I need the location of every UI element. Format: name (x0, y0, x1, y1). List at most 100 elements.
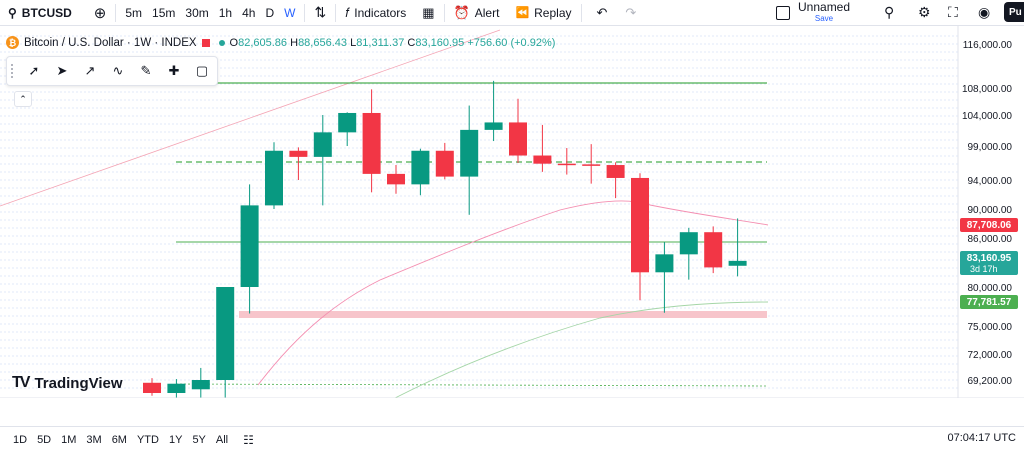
interval-d[interactable]: D (260, 0, 279, 25)
camera-icon: ◉ (978, 4, 991, 20)
candle-body (509, 122, 527, 156)
templates-button[interactable]: ▦ (417, 0, 439, 25)
price-tick-label: 104,000.00 (962, 111, 1012, 122)
redo-icon: ↷ (625, 4, 637, 20)
symbol-search-button[interactable]: ⚲ BTCUSD (0, 0, 77, 25)
high-label: H (290, 36, 299, 49)
interval-1h[interactable]: 1h (214, 0, 237, 25)
screenshot-button[interactable]: ◉ (978, 0, 990, 25)
interval-30m[interactable]: 30m (180, 0, 213, 25)
drag-handle[interactable] (11, 64, 17, 78)
cursor-tool[interactable]: ➤ (51, 60, 73, 82)
pencil-tool[interactable]: ✎ (135, 60, 157, 82)
divider (335, 3, 337, 22)
fullscreen-button[interactable]: ⛶ (948, 0, 958, 25)
market-flag-icon (201, 38, 210, 47)
range-1y[interactable]: 1Y (168, 434, 183, 446)
candle-body (606, 165, 625, 178)
undo-button[interactable]: ↶ (592, 0, 613, 25)
candle-body (533, 155, 552, 164)
candle-body (216, 287, 235, 380)
candle-body (240, 205, 259, 287)
price-tick-label: 108,000.00 (962, 84, 1012, 95)
close-value: 83,160.95 (415, 36, 465, 49)
candle-body (411, 150, 430, 185)
quick-search-button[interactable]: ⚲ (884, 0, 894, 25)
demand-zone (239, 311, 767, 318)
interval-label: W (284, 5, 296, 20)
publish-button[interactable]: Pu (1004, 2, 1024, 22)
candle-body (435, 150, 454, 177)
indicators-label: Indicators (354, 5, 407, 20)
price-tick-label: 80,000.00 (968, 283, 1013, 294)
change-value: +756.60 (+0.92%) (467, 36, 556, 49)
price-tag-value: 87,708.06 (967, 220, 1012, 231)
brush-icon: ✚ (168, 63, 180, 78)
chart-type-button[interactable]: ⇅ (309, 0, 331, 25)
indicators-button[interactable]: 𝑓 Indicators (340, 0, 411, 25)
interval-label: 4h (242, 5, 256, 20)
search-icon: ⚲ (8, 5, 17, 20)
price-chart[interactable]: 116,000.00 108,000.00 104,000.00 99,000.00 9… (0, 26, 1024, 398)
price-tick-label: 116,000.00 (963, 40, 1013, 51)
interval-w[interactable]: W (279, 0, 300, 25)
ohlc-values: O82,605.86 H88,656.43 L81,311.37 C83,160… (230, 37, 556, 49)
range-all[interactable]: All (215, 434, 229, 446)
price-tag (960, 218, 1018, 232)
interval-15m[interactable]: 15m (147, 0, 180, 25)
rectangle-icon: ▢ (195, 63, 209, 78)
candle-body (191, 380, 210, 390)
price-tag (960, 251, 1018, 275)
settings-button[interactable]: ⚙ (918, 0, 931, 25)
candle-body (313, 132, 332, 157)
candles-icon: ⇅ (314, 4, 327, 20)
watermark-text: TradingView (34, 374, 123, 392)
trend-line-tool[interactable]: ➚ (23, 60, 45, 82)
open-value: 82,605.86 (238, 36, 288, 49)
range-6m[interactable]: 6M (111, 434, 127, 446)
layout-save-button[interactable]: Unnamed Save (776, 0, 850, 25)
interval-4h[interactable]: 4h (237, 0, 260, 25)
price-tag-value: 77,781.57 (967, 297, 1012, 308)
range-5d[interactable]: 5D (37, 434, 52, 446)
range-1m[interactable]: 1M (61, 434, 77, 446)
indicators-icon: 𝑓 (345, 4, 350, 20)
replay-button[interactable]: ⏪ Replay (510, 0, 576, 25)
redo-button[interactable]: ↷ (620, 0, 641, 25)
alert-label: Alert (474, 5, 500, 20)
countdown-label: 3d 17h (970, 264, 998, 274)
low-label: L (350, 36, 357, 49)
range-3m[interactable]: 3M (86, 434, 102, 446)
candle-body (338, 112, 357, 133)
replay-label: Replay (534, 5, 572, 20)
bottom-toolbar: 1D 5D 1M 3M 6M YTD 1Y 5Y All ☷ (0, 426, 1024, 453)
trend-line-icon: ➚ (28, 63, 40, 78)
collapse-legend-button[interactable]: ⌃ (14, 91, 32, 107)
interval-label: 30m (185, 5, 209, 20)
price-tick-label: 99,000.00 (968, 142, 1013, 153)
path-tool[interactable]: ∿ (107, 60, 129, 82)
symbol-legend: ₿ Bitcoin / U.S. Dollar · 1W · INDEX O82… (6, 36, 555, 49)
compare-symbol-button[interactable]: ⊕ (89, 0, 112, 25)
price-tick-label: 72,000.00 (968, 350, 1013, 361)
interval-5m[interactable]: 5m (120, 0, 147, 25)
rectangle-tool[interactable]: ▢ (191, 60, 213, 82)
alert-button[interactable]: ⏰ Alert (449, 0, 505, 25)
candle-body (631, 177, 649, 273)
ray-tool[interactable]: ↗ (79, 60, 101, 82)
rewind-icon: ⏪ (515, 7, 530, 19)
brush-tool[interactable]: ✚ (163, 60, 185, 82)
price-tag-value: 83,160.95 (967, 253, 1012, 264)
price-tag (960, 295, 1018, 309)
range-5y[interactable]: 5Y (192, 434, 206, 446)
divider (443, 3, 445, 22)
clock-time[interactable]: 07:04:17 UTC (947, 432, 1016, 444)
range-1d[interactable]: 1D (13, 434, 28, 446)
candle-body (728, 260, 747, 266)
range-ytd[interactable]: YTD (136, 434, 159, 446)
symbol-label: BTCUSD (21, 5, 72, 20)
goto-date-button[interactable]: ☷ (243, 433, 254, 447)
divider (580, 3, 582, 22)
price-tick-label: 69,200.00 (968, 376, 1013, 387)
candle-body (143, 382, 161, 393)
